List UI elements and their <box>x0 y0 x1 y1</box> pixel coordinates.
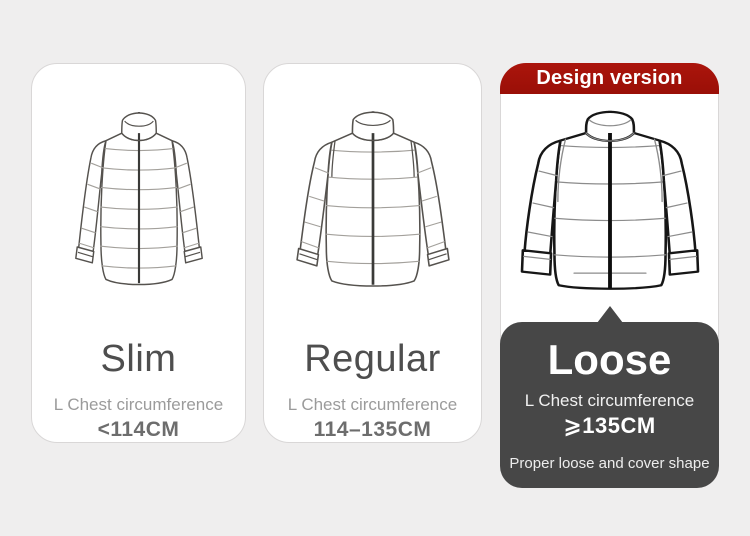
fit-title-regular: Regular <box>304 338 441 380</box>
fit-value-regular: 114–135CM <box>313 417 432 441</box>
callout-pointer-icon <box>596 306 623 323</box>
fit-title-loose: Loose <box>547 336 672 383</box>
fit-card-loose-design-version: Design version Loose <box>500 63 719 488</box>
fit-subtitle-slim: L Chest circumference <box>53 394 224 414</box>
fit-value-slim: <114CM <box>97 417 180 441</box>
fit-note-loose: Proper loose and cover shape <box>509 455 710 473</box>
fit-title-slim: Slim <box>100 338 177 380</box>
loose-callout-bubble: Loose L Chest circumference ⩾135CM Prope… <box>500 306 719 488</box>
fit-subtitle-loose: L Chest circumference <box>524 391 695 411</box>
fit-subtitle-regular: L Chest circumference <box>287 394 458 414</box>
loose-jacket-illustration <box>520 110 699 290</box>
design-version-banner: Design version <box>500 63 719 94</box>
fit-value-loose: ⩾135CM <box>563 413 656 439</box>
fit-card-slim: Slim L Chest circumference <114CM <box>31 63 246 443</box>
slim-jacket-illustration <box>74 112 203 286</box>
fit-card-regular: Regular L Chest circumference 114–135CM <box>263 63 482 443</box>
regular-jacket-illustration <box>295 111 450 287</box>
